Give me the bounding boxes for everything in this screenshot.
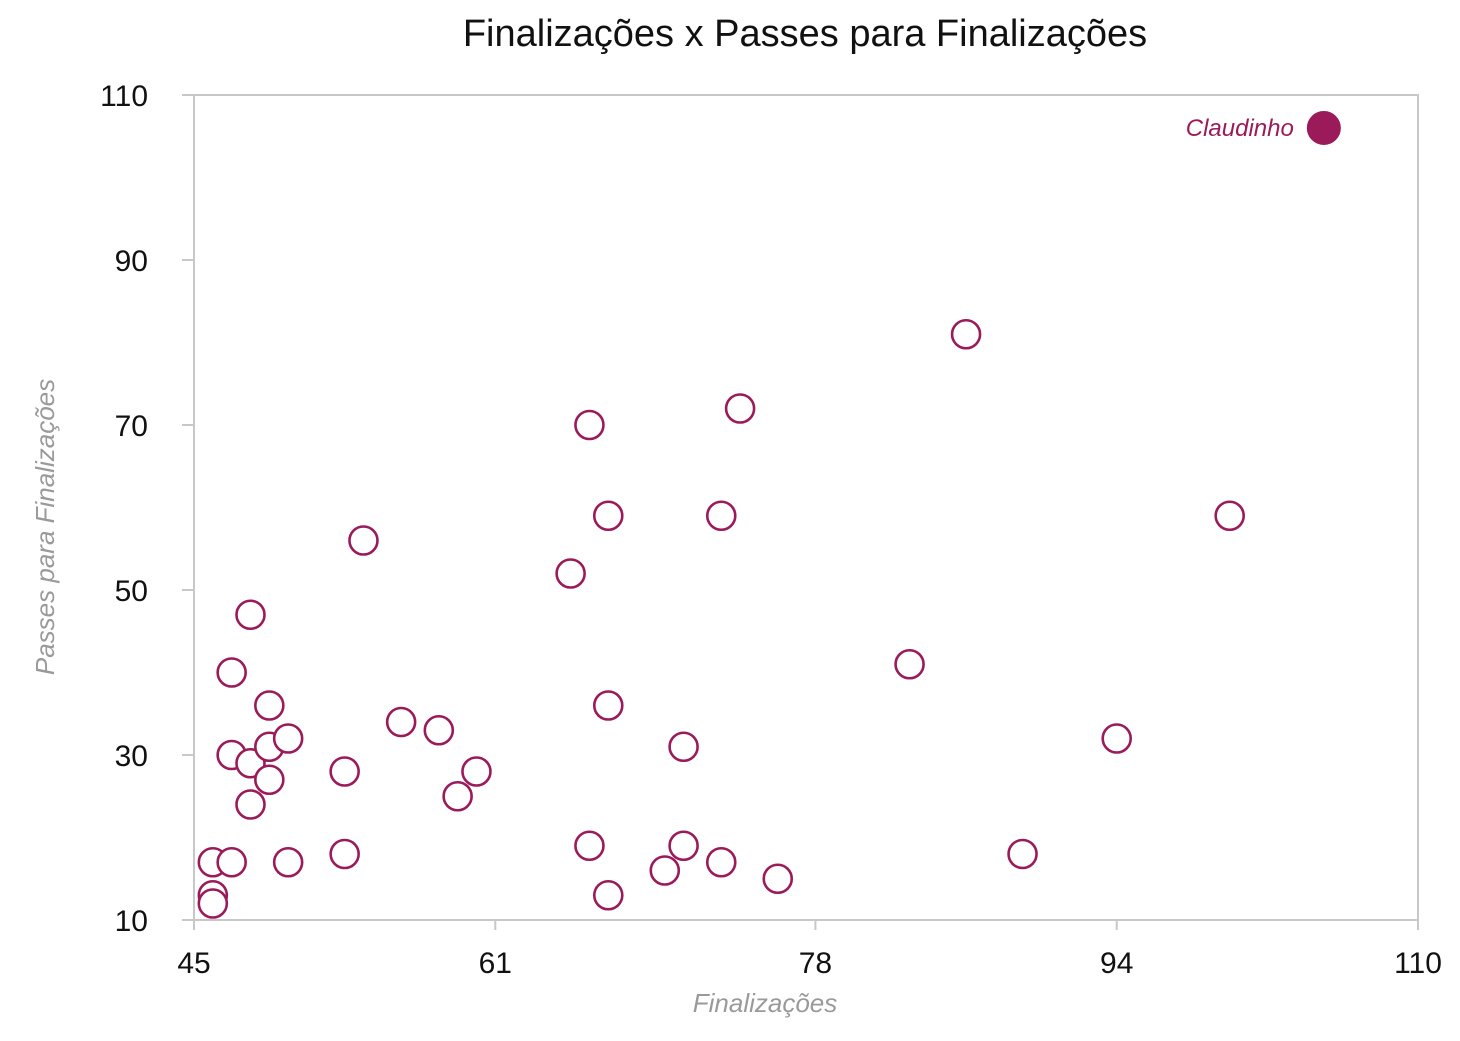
data-point	[329, 838, 360, 870]
data-point	[385, 706, 417, 738]
data-point	[254, 690, 285, 721]
data-point	[235, 599, 266, 631]
data-point	[724, 393, 756, 424]
data-point	[461, 756, 492, 787]
x-tick-label: 94	[1100, 947, 1133, 980]
data-point	[555, 558, 586, 589]
x-tick-label: 78	[799, 947, 832, 980]
highlight-group: Claudinho	[1186, 111, 1341, 145]
x-axis: 45 61 78 94 110	[177, 920, 1442, 980]
data-point	[254, 764, 285, 796]
data-point	[423, 714, 455, 746]
data-point	[705, 846, 737, 878]
data-point	[1101, 723, 1133, 754]
data-point	[668, 731, 699, 763]
x-tick-label: 45	[177, 947, 210, 980]
data-point	[197, 888, 229, 919]
x-tick-label: 61	[479, 947, 512, 980]
data-point	[574, 409, 605, 441]
plot-frame	[193, 94, 1419, 921]
y-axis-label: Passes para Finalizações	[30, 379, 60, 675]
data-point	[272, 723, 304, 754]
data-point	[950, 318, 982, 350]
data-point	[574, 830, 605, 862]
data-point	[216, 846, 247, 878]
highlight-label: Claudinho	[1186, 115, 1294, 142]
data-point	[592, 690, 624, 721]
x-tick-label: 110	[1394, 947, 1442, 980]
data-point	[272, 846, 304, 878]
chart-title: Finalizações x Passes para Finalizações	[463, 13, 1147, 55]
data-point	[1214, 500, 1245, 532]
data-point	[216, 657, 247, 688]
data-point	[668, 830, 699, 862]
data-points	[197, 318, 1245, 919]
y-tick-label: 70	[115, 410, 148, 443]
data-point	[592, 879, 624, 911]
data-point	[894, 648, 925, 680]
highlight-point	[1306, 111, 1341, 145]
data-point	[649, 855, 681, 886]
y-axis: 10 30 50 70 90 110	[100, 80, 194, 938]
data-point	[1007, 838, 1038, 870]
data-point	[705, 500, 737, 532]
data-point	[592, 500, 624, 532]
data-point	[329, 756, 360, 787]
data-point	[442, 780, 473, 812]
x-axis-label: Finalizações	[693, 988, 838, 1018]
data-point	[762, 863, 794, 895]
y-tick-label: 90	[115, 245, 148, 278]
y-tick-label: 10	[115, 905, 148, 938]
y-tick-label: 110	[100, 80, 148, 113]
y-tick-label: 50	[115, 575, 148, 608]
data-point	[235, 789, 266, 820]
data-point	[348, 525, 379, 556]
y-tick-label: 30	[115, 740, 148, 773]
